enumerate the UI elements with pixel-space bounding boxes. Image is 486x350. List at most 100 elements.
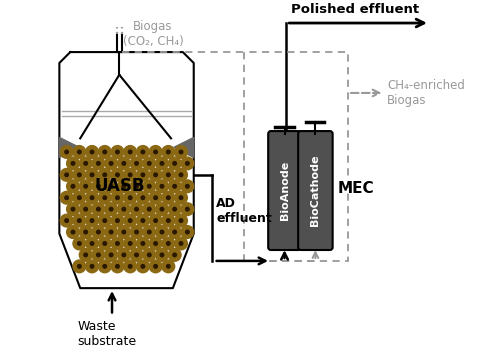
Circle shape (147, 208, 151, 211)
Circle shape (135, 253, 139, 257)
Circle shape (65, 150, 69, 154)
Circle shape (186, 184, 189, 188)
Circle shape (60, 168, 73, 181)
Circle shape (128, 173, 132, 177)
Circle shape (92, 157, 105, 170)
Circle shape (149, 237, 162, 250)
Circle shape (111, 191, 124, 204)
Circle shape (160, 230, 164, 234)
Circle shape (103, 219, 106, 222)
Circle shape (111, 260, 124, 273)
Circle shape (128, 150, 132, 154)
Circle shape (162, 146, 174, 158)
Circle shape (141, 219, 145, 222)
Circle shape (79, 248, 92, 261)
Circle shape (118, 180, 130, 193)
Circle shape (103, 265, 106, 268)
Circle shape (167, 173, 170, 177)
Circle shape (103, 196, 106, 200)
Circle shape (86, 214, 98, 227)
Circle shape (156, 203, 168, 216)
Circle shape (149, 260, 162, 273)
Circle shape (179, 173, 183, 177)
Circle shape (111, 146, 124, 158)
Circle shape (154, 265, 157, 268)
Circle shape (84, 230, 87, 234)
Circle shape (167, 265, 170, 268)
Circle shape (143, 248, 156, 261)
FancyBboxPatch shape (298, 131, 332, 250)
Circle shape (174, 214, 188, 227)
Circle shape (118, 157, 130, 170)
Circle shape (71, 162, 75, 165)
Circle shape (186, 208, 189, 211)
Circle shape (173, 208, 176, 211)
Circle shape (173, 230, 176, 234)
Circle shape (109, 184, 113, 188)
Circle shape (168, 157, 181, 170)
Circle shape (118, 203, 130, 216)
Circle shape (86, 168, 98, 181)
Circle shape (149, 191, 162, 204)
Circle shape (130, 180, 143, 193)
Circle shape (78, 219, 81, 222)
Circle shape (135, 208, 139, 211)
Circle shape (181, 180, 194, 193)
Circle shape (174, 146, 188, 158)
Circle shape (116, 196, 119, 200)
Circle shape (137, 146, 149, 158)
Circle shape (137, 260, 149, 273)
Circle shape (154, 196, 157, 200)
Circle shape (167, 242, 170, 245)
Circle shape (147, 162, 151, 165)
Circle shape (137, 237, 149, 250)
Circle shape (84, 184, 87, 188)
Circle shape (141, 173, 145, 177)
Bar (243, 52, 348, 261)
Circle shape (162, 237, 174, 250)
Circle shape (130, 203, 143, 216)
Circle shape (168, 180, 181, 193)
Circle shape (60, 214, 73, 227)
Circle shape (73, 191, 86, 204)
Circle shape (167, 150, 170, 154)
Circle shape (116, 242, 119, 245)
Circle shape (116, 173, 119, 177)
Circle shape (174, 168, 188, 181)
Circle shape (97, 208, 100, 211)
Text: Waste
substrate: Waste substrate (78, 320, 137, 348)
Circle shape (156, 248, 168, 261)
Circle shape (105, 180, 118, 193)
Circle shape (97, 253, 100, 257)
Circle shape (79, 226, 92, 238)
Circle shape (156, 226, 168, 238)
Circle shape (92, 180, 105, 193)
Circle shape (154, 150, 157, 154)
Circle shape (92, 248, 105, 261)
Circle shape (122, 162, 125, 165)
Circle shape (65, 173, 69, 177)
FancyBboxPatch shape (268, 131, 301, 250)
Circle shape (135, 162, 139, 165)
Text: MEC: MEC (337, 181, 374, 196)
Circle shape (90, 173, 94, 177)
Circle shape (137, 191, 149, 204)
Circle shape (86, 260, 98, 273)
Circle shape (141, 150, 145, 154)
Circle shape (105, 248, 118, 261)
Circle shape (105, 203, 118, 216)
Circle shape (156, 157, 168, 170)
Circle shape (160, 253, 164, 257)
Circle shape (98, 168, 111, 181)
Circle shape (135, 230, 139, 234)
Circle shape (79, 203, 92, 216)
Circle shape (84, 208, 87, 211)
Circle shape (128, 219, 132, 222)
Circle shape (173, 184, 176, 188)
Circle shape (147, 230, 151, 234)
Circle shape (143, 157, 156, 170)
Circle shape (143, 226, 156, 238)
Circle shape (67, 180, 79, 193)
Circle shape (116, 265, 119, 268)
Circle shape (174, 237, 188, 250)
